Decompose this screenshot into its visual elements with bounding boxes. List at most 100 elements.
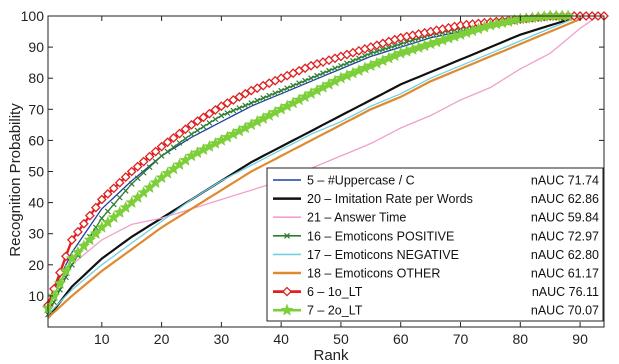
legend-label: 5 – #Uppercase / C	[307, 174, 415, 188]
y-tick-label: 10	[28, 288, 44, 304]
series-point-6	[102, 188, 113, 199]
series-point-3	[403, 39, 410, 46]
series-point-6	[108, 183, 119, 194]
series-point-7	[47, 289, 61, 302]
series-point-3	[266, 92, 273, 99]
series-point-6	[132, 161, 143, 172]
y-tick-label: 50	[28, 164, 44, 180]
series-7	[41, 9, 575, 314]
series-point-7	[561, 9, 575, 22]
legend-label: 6 – 1o_LT	[307, 285, 363, 299]
series-point-3	[224, 110, 231, 116]
series-point-3	[194, 127, 201, 134]
legend-label: 17 – Emoticons NEGATIVE	[307, 248, 459, 262]
series-point-3	[206, 120, 213, 126]
legend-entry: 7 – 2o_LT nAUC 70.07	[273, 303, 599, 318]
series-point-3	[122, 187, 129, 194]
legend-entry: 6 – 1o_LT nAUC 76.11	[273, 285, 599, 299]
series-point-3	[212, 116, 219, 123]
series-point-3	[361, 52, 368, 59]
x-tick-label: 60	[393, 331, 409, 347]
series-point-7	[59, 264, 73, 277]
series-point-3	[188, 131, 195, 138]
series-point-6	[234, 91, 245, 102]
series-line-2	[47, 15, 599, 303]
x-tick-label: 80	[513, 331, 529, 347]
series-point-6	[168, 132, 179, 143]
series-point-3	[152, 158, 159, 165]
series-point-6	[186, 119, 197, 130]
series-point-3	[278, 87, 285, 94]
series-point-3	[140, 169, 147, 176]
series-5	[47, 18, 581, 319]
series-point-3	[308, 75, 314, 82]
series-2	[47, 15, 599, 303]
series-line-4	[47, 15, 581, 316]
series-point-3	[260, 95, 267, 102]
series-point-3	[314, 72, 320, 79]
series-point-6	[180, 124, 191, 135]
legend: 5 – #Uppercase / C nAUC 71.74 20 – Imitati…	[266, 167, 604, 322]
series-point-3	[248, 100, 255, 107]
series-point-6	[120, 172, 131, 183]
legend-entry: 18 – Emoticons OTHER nAUC 61.17	[273, 267, 599, 281]
y-tick-label: 70	[28, 101, 44, 117]
series-point-3	[385, 44, 392, 51]
y-axis-title: Recognition Probability	[7, 103, 24, 257]
x-axis-title: Rank	[313, 347, 349, 364]
series-point-7	[65, 251, 79, 264]
y-tick-label: 30	[28, 226, 44, 242]
series-point-6	[72, 226, 83, 237]
series-point-3	[134, 175, 141, 182]
series-point-3	[290, 82, 297, 89]
legend-entry: 16 – Emoticons POSITIVE nAUC 72.97	[273, 229, 599, 243]
x-tick-label: 20	[154, 331, 170, 347]
series-point-3	[146, 164, 153, 171]
series-point-3	[158, 153, 165, 159]
y-tick-label: 60	[28, 132, 44, 148]
legend-entry: 5 – #Uppercase / C nAUC 71.74	[273, 174, 599, 188]
series-point-7	[53, 276, 67, 289]
series-point-3	[355, 55, 362, 62]
legend-marker	[282, 286, 292, 297]
series-point-3	[284, 85, 291, 92]
legend-nauc: nAUC 62.86	[531, 192, 599, 206]
series-point-3	[104, 208, 111, 215]
series-point-6	[240, 88, 251, 99]
legend-box	[266, 167, 604, 322]
series-point-6	[84, 210, 95, 221]
series-point-3	[326, 67, 332, 74]
series-point-6	[210, 105, 221, 115]
legend-label: 21 – Answer Time	[307, 211, 406, 225]
series-point-3	[338, 62, 344, 69]
series-point-6	[192, 116, 203, 127]
series-point-3	[218, 112, 225, 119]
series-point-6	[114, 177, 125, 188]
legend-entry: 21 – Answer Time nAUC 59.84	[273, 211, 599, 225]
series-point-3	[296, 80, 303, 87]
series-layer	[41, 9, 609, 319]
series-point-3	[110, 201, 117, 208]
x-tick-label: 30	[214, 331, 230, 347]
series-point-3	[98, 215, 105, 222]
series-point-6	[90, 202, 101, 213]
series-point-6	[228, 95, 239, 105]
series-point-6	[156, 141, 167, 152]
series-point-3	[379, 46, 386, 53]
series-point-3	[182, 135, 189, 142]
series-point-6	[96, 194, 107, 205]
legend-nauc: nAUC 59.84	[531, 211, 599, 225]
series-point-6	[78, 218, 89, 229]
series-point-3	[320, 70, 326, 77]
series-point-6	[222, 98, 233, 108]
series-point-3	[200, 123, 207, 130]
legend-nauc: nAUC 62.80	[531, 248, 599, 262]
legend-nauc: nAUC 72.97	[531, 229, 599, 243]
series-point-6	[138, 156, 149, 167]
series-point-6	[216, 101, 227, 112]
series-point-6	[198, 112, 209, 123]
series-point-6	[144, 151, 155, 162]
series-point-6	[204, 108, 215, 119]
y-tick-label: 100	[21, 8, 45, 24]
